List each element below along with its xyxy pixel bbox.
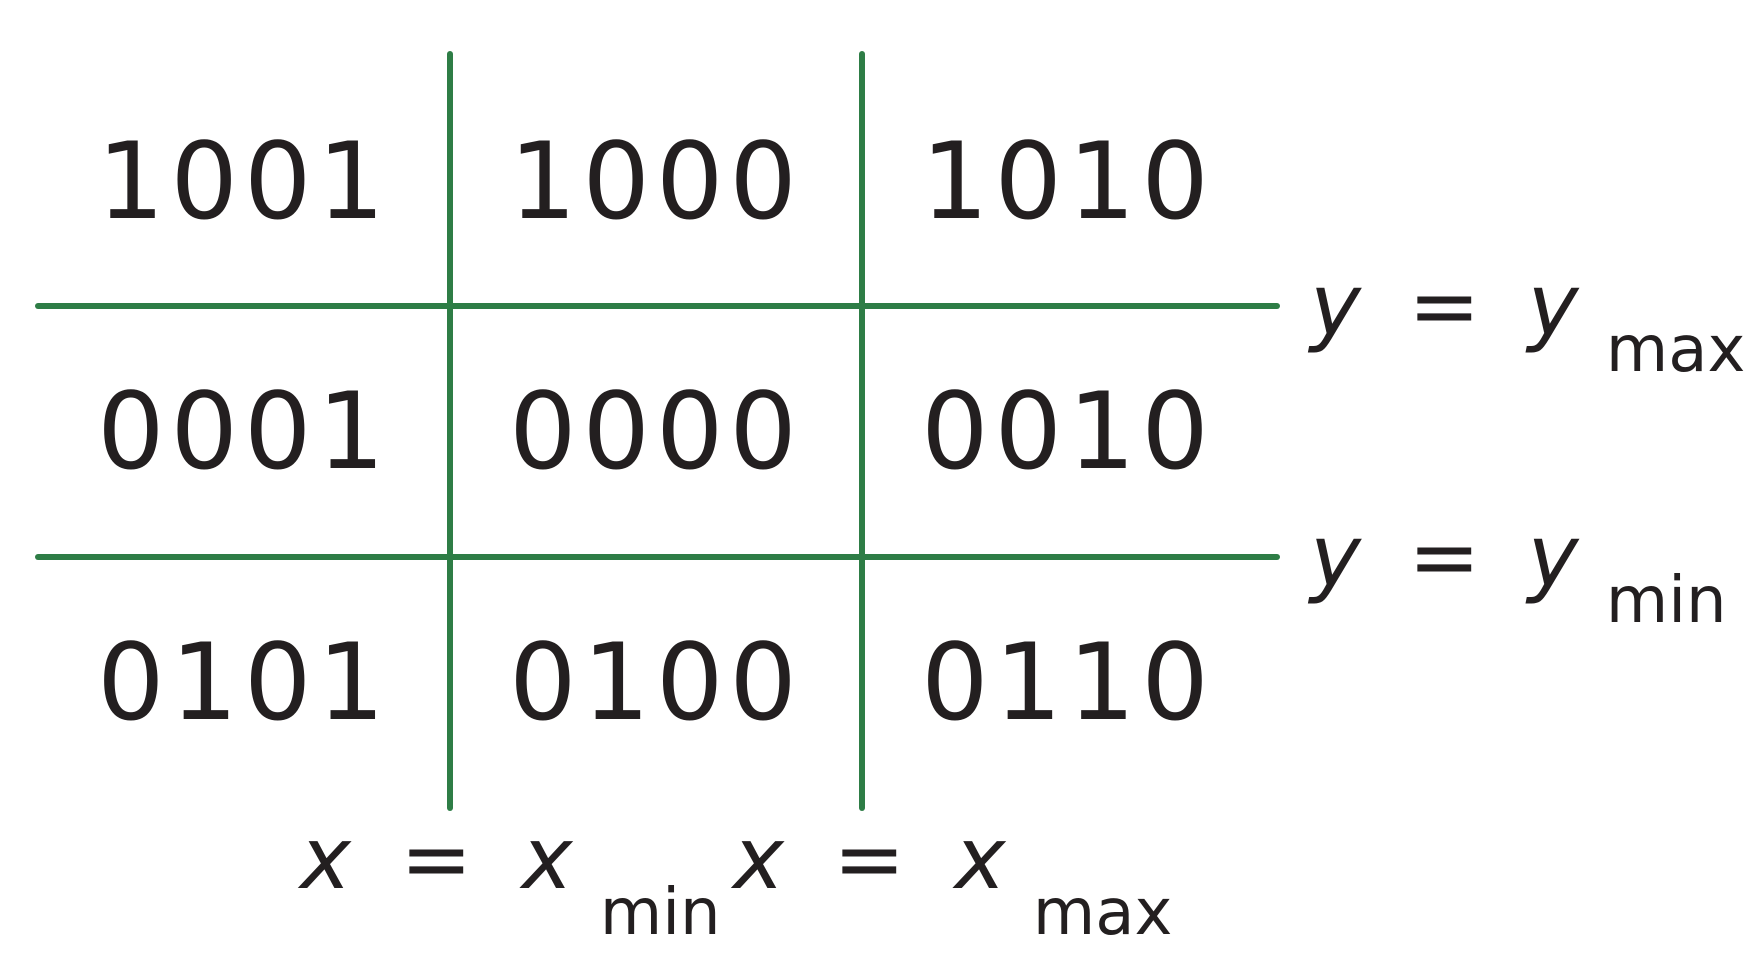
label-x-max: x = x max — [730, 809, 1172, 950]
label-y-max-var: y — [1307, 256, 1362, 356]
region-code-top-right: 1010 — [921, 120, 1215, 243]
label-x-min-var: x — [297, 809, 352, 909]
region-code-top-center: 1000 — [509, 120, 803, 243]
label-x-max-eq: = — [833, 809, 905, 909]
label-y-min-var: y — [1307, 507, 1362, 607]
label-x-min-sub: min — [600, 876, 721, 950]
region-code-top-left: 1001 — [97, 120, 391, 243]
label-y-min: y = y min — [1307, 507, 1727, 638]
label-y-min-eq: = — [1408, 507, 1480, 607]
region-code-middle-right: 0010 — [921, 370, 1215, 493]
label-y-min-var2: y — [1525, 507, 1580, 607]
label-y-min-sub: min — [1606, 564, 1727, 638]
region-code-bottom-right: 0110 — [921, 621, 1215, 744]
label-x-min: x = x min — [297, 809, 721, 950]
region-code-middle-left: 0001 — [97, 370, 391, 493]
label-y-max: y = y max — [1307, 256, 1745, 387]
region-code-bottom-left: 0101 — [97, 621, 391, 744]
label-x-max-var2: x — [952, 809, 1007, 909]
label-y-max-eq: = — [1408, 256, 1480, 356]
label-x-min-var2: x — [519, 809, 574, 909]
region-code-bottom-center: 0100 — [509, 621, 803, 744]
label-x-max-var: x — [730, 809, 785, 909]
label-y-max-var2: y — [1525, 256, 1580, 356]
region-code-middle-center: 0000 — [509, 370, 803, 493]
label-x-min-eq: = — [400, 809, 472, 909]
label-x-max-sub: max — [1033, 876, 1172, 950]
label-y-max-sub: max — [1606, 313, 1745, 387]
